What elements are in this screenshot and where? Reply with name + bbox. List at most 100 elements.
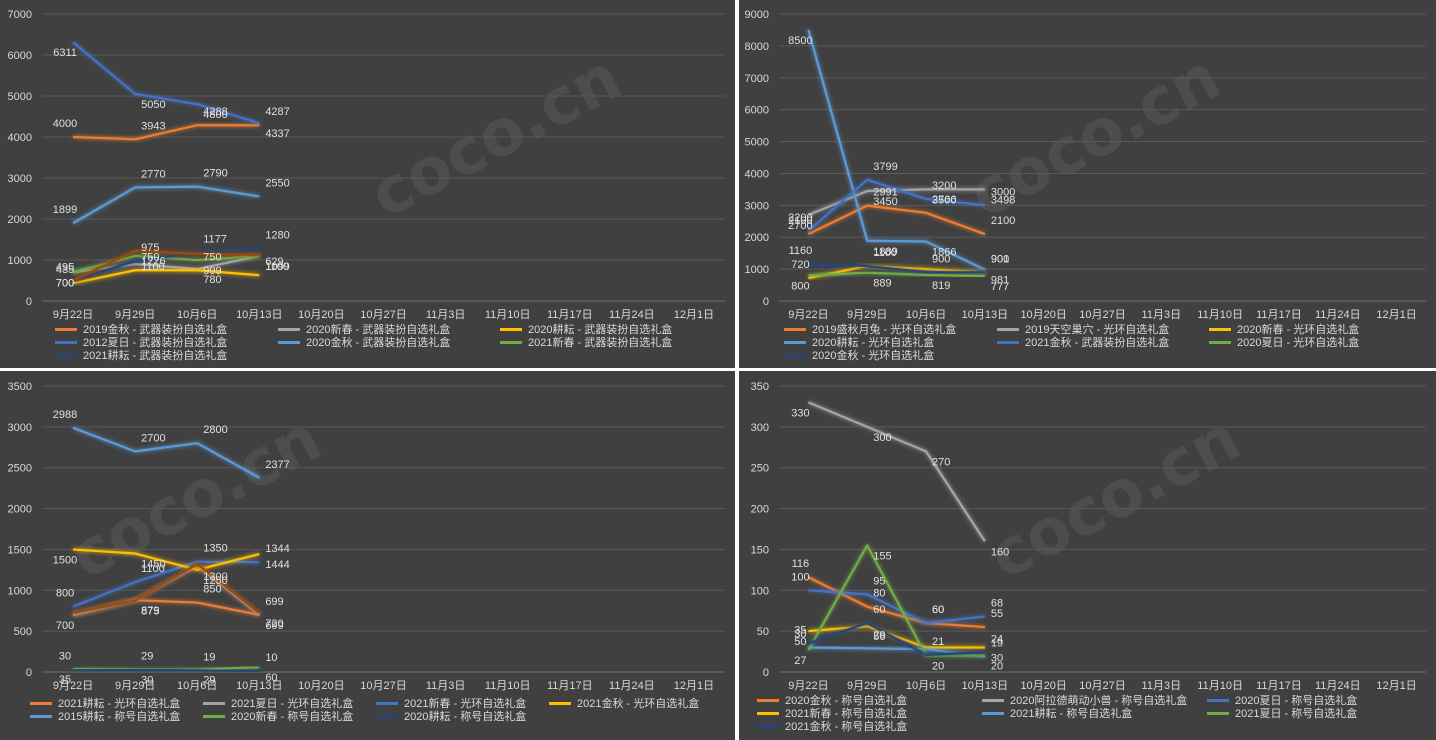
y-tick-label: 200 xyxy=(751,504,769,516)
legend-swatch xyxy=(55,327,77,331)
x-tick-label: 10月27日 xyxy=(360,680,406,692)
legend-swatch xyxy=(55,353,77,357)
series-line xyxy=(72,247,260,282)
series-line xyxy=(72,249,260,282)
data-label: 1100 xyxy=(265,261,289,273)
series-line xyxy=(808,262,985,274)
data-label: 2700 xyxy=(788,220,812,232)
legend-item: 2020阿拉德萌动小兽 - 称号自选礼盒 xyxy=(982,693,1187,707)
legend-item: 2019金秋 - 武器装扮自选礼盒 xyxy=(55,322,227,336)
legend-label: 2021金秋 - 光环自选礼盒 xyxy=(577,698,700,710)
x-tick-label: 9月22日 xyxy=(53,309,93,321)
series-line xyxy=(807,29,986,271)
y-tick-label: 3500 xyxy=(8,381,32,393)
data-label: 2766 xyxy=(932,194,956,206)
legend-swatch xyxy=(982,711,1004,715)
series-line xyxy=(807,178,985,232)
x-tick-label: 12月1日 xyxy=(1376,309,1416,321)
y-tick-label: 3000 xyxy=(745,200,769,212)
data-label: 999 xyxy=(203,265,221,277)
data-label: 3000 xyxy=(991,186,1015,198)
data-label: 270 xyxy=(932,456,950,468)
data-label: 1444 xyxy=(265,559,289,571)
legend-item: 2021夏日 - 光环自选礼盒 xyxy=(203,696,353,710)
x-tick-label: 9月29日 xyxy=(847,309,887,321)
chart-plot: 0 1000 2000 3000 4000 5000 6000 7000 9月22日 9月29日 1… xyxy=(8,9,725,321)
x-tick-label: 9月22日 xyxy=(788,680,828,692)
data-label: 2100 xyxy=(991,215,1015,227)
data-label: 116 xyxy=(792,558,810,570)
data-label: 60 xyxy=(932,604,944,616)
legend-label: 2020夏日 - 光环自选礼盒 xyxy=(1237,337,1360,349)
legend-item: 2020夏日 - 光环自选礼盒 xyxy=(1209,335,1359,349)
data-label: 1280 xyxy=(265,230,289,242)
data-label: 495 xyxy=(56,262,74,274)
data-label: 1160 xyxy=(789,245,813,257)
chart-panel-title-boxes: coco.cn 0 50 100 150 200 250 300 350 9月22日 9月29日 1… xyxy=(739,371,1436,740)
legend-label: 2020耕耘 - 称号自选礼盒 xyxy=(404,711,527,723)
legend-label: 2021金秋 - 称号自选礼盒 xyxy=(785,721,908,733)
legend-swatch xyxy=(549,701,571,705)
x-tick-label: 10月20日 xyxy=(1020,680,1066,692)
legend-swatch xyxy=(376,714,398,718)
data-label: 1099 xyxy=(265,261,289,273)
legend-item: 2020金秋 - 光环自选礼盒 xyxy=(784,348,934,362)
data-label: 30 xyxy=(59,651,71,663)
series-line xyxy=(72,548,260,571)
legend-item: 2021新春 - 武器装扮自选礼盒 xyxy=(500,335,672,349)
data-label: 4337 xyxy=(265,128,289,140)
x-tick-label: 11月24日 xyxy=(1315,680,1361,692)
data-label: 330 xyxy=(791,407,809,419)
legend-swatch xyxy=(278,327,300,331)
x-tick-label: 10月27日 xyxy=(360,309,406,321)
data-label: 2700 xyxy=(141,432,165,444)
legend-label: 2019盛秋月兔 - 光环自选礼盒 xyxy=(812,324,957,336)
legend-item: 2020夏日 - 称号自选礼盒 xyxy=(1207,693,1357,707)
data-label: 819 xyxy=(932,280,950,292)
legend-swatch xyxy=(757,724,779,728)
data-label: 1350 xyxy=(203,543,227,555)
x-tick-label: 10月27日 xyxy=(1079,309,1125,321)
y-tick-label: 7000 xyxy=(8,9,32,21)
series-line xyxy=(72,254,260,274)
data-label: 900 xyxy=(932,253,950,265)
data-label: 4800 xyxy=(203,109,227,121)
chart-panel-halo-boxes-a: coco.cn 0 1000 2000 3000 4000 5000 6000 7000 800… xyxy=(739,0,1436,368)
data-label: 1177 xyxy=(203,234,227,246)
y-tick-label: 4000 xyxy=(745,168,769,180)
data-label: 95 xyxy=(873,575,885,587)
data-label: 5050 xyxy=(141,99,165,111)
data-label: 1866 xyxy=(932,246,956,258)
y-tick-label: 4000 xyxy=(8,132,32,144)
legend-swatch xyxy=(500,340,522,344)
series-line xyxy=(73,124,260,141)
data-label: 1500 xyxy=(53,554,77,566)
data-label: 780 xyxy=(203,274,221,286)
x-tick-label: 11月17日 xyxy=(547,309,593,321)
x-tick-label: 11月10日 xyxy=(1197,680,1243,692)
data-label: 6311 xyxy=(53,47,77,59)
data-label: 30 xyxy=(794,628,806,640)
legend-item: 2021金秋 - 称号自选礼盒 xyxy=(757,719,907,733)
data-label: 8500 xyxy=(788,35,812,47)
x-tick-label: 11月17日 xyxy=(1256,680,1302,692)
legend-item: 2019盛秋月兔 - 光环自选礼盒 xyxy=(784,322,956,336)
x-tick-label: 10月6日 xyxy=(177,680,217,692)
y-tick-label: 0 xyxy=(26,296,32,308)
data-label: 19 xyxy=(991,637,1003,649)
legend-label: 2021夏日 - 称号自选礼盒 xyxy=(1235,708,1358,720)
data-label: 2800 xyxy=(203,424,227,436)
y-tick-label: 50 xyxy=(757,626,769,638)
data-label: 750 xyxy=(141,251,159,263)
data-label: 19 xyxy=(203,651,215,663)
x-tick-label: 11月24日 xyxy=(609,309,655,321)
series-line xyxy=(72,185,260,225)
y-tick-label: 500 xyxy=(14,626,32,638)
x-tick-label: 12月1日 xyxy=(674,680,714,692)
x-tick-label: 12月1日 xyxy=(674,309,714,321)
legend-item: 2021金秋 - 武器装扮自选礼盒 xyxy=(997,335,1169,349)
legend-label: 2020耕耘 - 武器装扮自选礼盒 xyxy=(528,324,673,336)
legend-item: 2019天空巢穴 - 光环自选礼盒 xyxy=(997,322,1169,336)
legend-label: 2021新春 - 光环自选礼盒 xyxy=(404,698,527,710)
legend-swatch xyxy=(1209,327,1231,331)
